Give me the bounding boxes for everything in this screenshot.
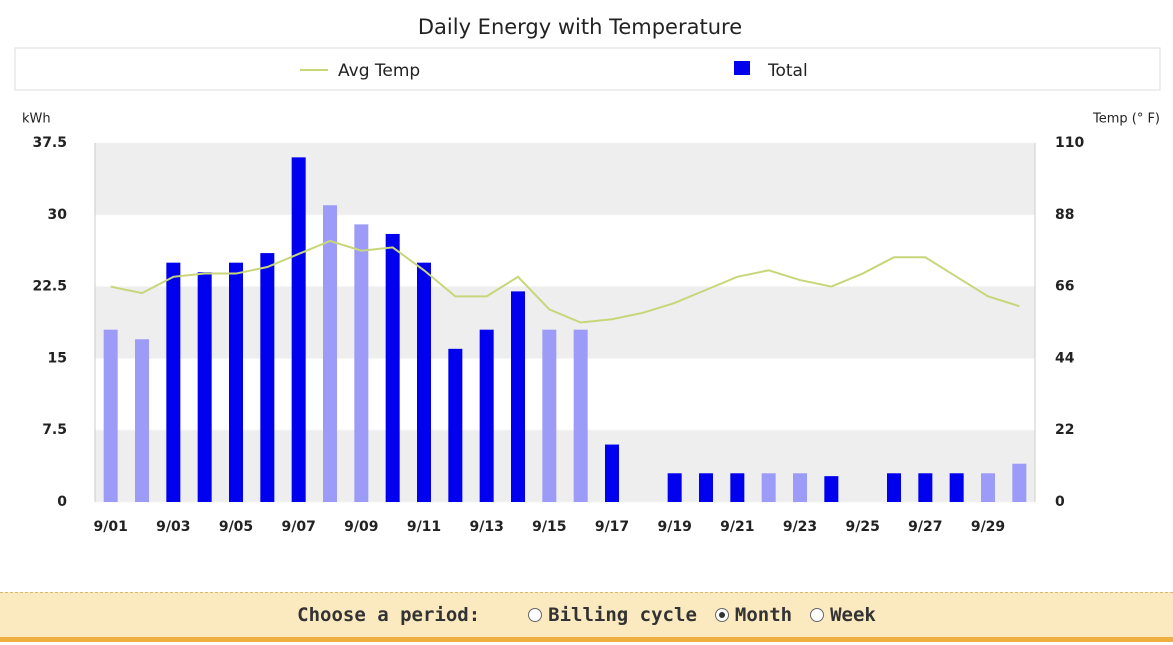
bar <box>323 205 337 502</box>
option-label: Billing cycle <box>548 604 697 626</box>
line <box>110 239 1020 324</box>
y-tick-label: 22.5 <box>32 279 67 295</box>
x-tick-label: 9/15 <box>532 519 566 535</box>
y2-tick-label: 110 <box>1055 135 1084 151</box>
bar <box>793 473 807 502</box>
bar <box>166 262 181 502</box>
bar <box>291 157 306 503</box>
bar <box>1012 463 1027 502</box>
x-tick-label: 9/23 <box>783 519 817 535</box>
x-tick-label: 9/27 <box>908 519 942 535</box>
x-tick-label: 9/19 <box>657 519 691 535</box>
y2-tick-label: 88 <box>1055 207 1074 223</box>
chart: Daily Energy with Temperature kWh Temp (… <box>14 15 1161 535</box>
bar <box>260 253 275 502</box>
bar <box>761 473 776 502</box>
x-tick-label: 9/25 <box>845 519 879 535</box>
x-tick-label: 9/01 <box>93 519 127 535</box>
legend-box <box>14 47 1161 91</box>
period-label: Choose a period: <box>297 604 481 626</box>
chart-title: Daily Energy with Temperature <box>418 15 742 39</box>
y2-tick-label: 0 <box>1055 494 1065 510</box>
period-option[interactable]: Billing cycle <box>528 604 697 626</box>
bar <box>887 473 901 502</box>
y-tick-label: 15 <box>48 350 67 366</box>
bar <box>103 329 118 502</box>
legend-label: Avg Temp <box>338 61 420 81</box>
option-label: Week <box>830 604 876 626</box>
option-label: Month <box>734 604 793 626</box>
bar <box>667 473 682 502</box>
period-option[interactable]: Week <box>810 604 876 626</box>
y-tick-label: 7.5 <box>42 422 67 438</box>
y-tick-label: 37.5 <box>32 135 67 151</box>
y-tick-label: 30 <box>48 207 68 223</box>
y2-axis-label: Temp (° F) <box>1092 112 1160 127</box>
grid-band <box>95 286 1035 359</box>
bar <box>448 348 463 502</box>
bar <box>385 233 400 503</box>
grid-band <box>95 143 1035 215</box>
legend-label: Total <box>767 61 808 81</box>
bar <box>981 473 995 502</box>
x-tick-label: 9/21 <box>720 519 754 535</box>
y-tick-label: 0 <box>57 494 67 510</box>
x-tick-label: 9/29 <box>971 519 1005 535</box>
bar <box>605 444 619 502</box>
bar <box>135 339 149 502</box>
radio-button[interactable] <box>714 608 729 622</box>
bar <box>542 329 557 502</box>
x-tick-label: 9/09 <box>344 519 378 535</box>
y2-tick-label: 22 <box>1055 422 1074 438</box>
bar <box>511 291 525 502</box>
radio-button[interactable] <box>528 608 543 622</box>
bar <box>229 262 243 502</box>
radio-button[interactable] <box>810 608 825 622</box>
x-tick-label: 9/03 <box>156 519 190 535</box>
bar <box>824 476 839 502</box>
bar <box>479 329 494 502</box>
period-option[interactable]: Month <box>714 604 793 626</box>
grid-band <box>95 430 1035 502</box>
bar <box>949 473 964 502</box>
bar <box>417 262 431 502</box>
legend-swatch <box>734 61 750 75</box>
y2-tick-label: 44 <box>1055 350 1075 366</box>
bar <box>354 224 369 502</box>
period-bar: Choose a period: Billing cycle Month Week <box>0 592 1173 642</box>
y-axis-label: kWh <box>22 112 51 127</box>
bar <box>699 473 713 502</box>
x-tick-label: 9/05 <box>219 519 253 535</box>
bar <box>573 329 588 502</box>
bar <box>730 473 745 502</box>
x-tick-label: 9/17 <box>595 519 629 535</box>
y2-tick-label: 66 <box>1055 279 1074 295</box>
x-tick-label: 9/07 <box>281 519 315 535</box>
bar <box>197 272 212 502</box>
bar <box>918 473 933 502</box>
x-tick-label: 9/11 <box>407 519 441 535</box>
x-tick-label: 9/13 <box>469 519 503 535</box>
